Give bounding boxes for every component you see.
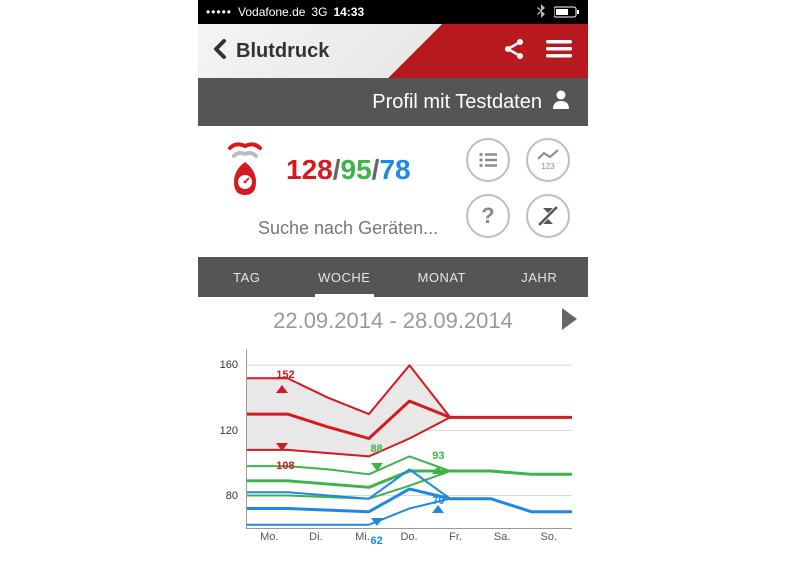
- chart-plot: 15210888936270: [246, 349, 572, 529]
- app-screen: ••••• Vodafone.de 3G 14:33 Blutdruck: [198, 0, 588, 587]
- tab-year-label: JAHR: [521, 270, 557, 285]
- sync-disabled-button[interactable]: [526, 194, 570, 238]
- x-tick-label: Mi.: [339, 531, 386, 549]
- tab-day[interactable]: TAG: [198, 257, 296, 297]
- tab-year[interactable]: JAHR: [491, 257, 589, 297]
- chart-arrow-marker: [276, 443, 288, 451]
- x-tick-label: Do.: [386, 531, 433, 549]
- date-range-text: 22.09.2014 - 28.09.2014: [273, 308, 513, 334]
- tab-week[interactable]: WOCHE: [296, 257, 394, 297]
- bloodpressure-icon: [216, 140, 274, 200]
- period-tabs: TAG WOCHE MONAT JAHR: [198, 257, 588, 297]
- chart-arrow-marker: [276, 385, 288, 393]
- status-left: ••••• Vodafone.de 3G 14:33: [206, 5, 364, 19]
- chart-svg: [247, 349, 572, 528]
- chart-arrow-marker: [371, 518, 383, 526]
- chart-arrow-marker: [371, 463, 383, 471]
- date-range-bar: 22.09.2014 - 28.09.2014: [198, 297, 588, 345]
- chart-annotation: 152: [276, 369, 294, 381]
- chart[interactable]: 80120160 15210888936270 Mo.Di.Mi.Do.Fr.S…: [210, 349, 576, 549]
- y-tick-label: 160: [220, 359, 238, 371]
- page-title: Blutdruck: [236, 40, 329, 63]
- tab-day-label: TAG: [233, 270, 260, 285]
- status-bar: ••••• Vodafone.de 3G 14:33: [198, 0, 588, 24]
- side-buttons: 123 ?: [466, 138, 570, 238]
- user-icon: [552, 89, 570, 115]
- tab-week-label: WOCHE: [318, 270, 370, 285]
- next-period-button[interactable]: [558, 305, 580, 338]
- bluetooth-icon: [536, 4, 546, 21]
- x-tick-label: Di.: [293, 531, 340, 549]
- y-axis-labels: 80 120 160: [210, 349, 242, 529]
- systolic-value: 128: [286, 154, 333, 185]
- svg-text:123: 123: [541, 162, 555, 171]
- chart-area: 80120160 15210888936270 Mo.Di.Mi.Do.Fr.S…: [198, 345, 588, 557]
- x-tick-label: Mo.: [246, 531, 293, 549]
- pulse-value: 78: [379, 154, 410, 185]
- x-tick-label: Sa.: [479, 531, 526, 549]
- chart-arrow-marker: [432, 466, 444, 474]
- tab-month[interactable]: MONAT: [393, 257, 491, 297]
- svg-text:?: ?: [481, 204, 494, 228]
- menu-button[interactable]: [546, 39, 572, 64]
- x-tick-label: So.: [525, 531, 572, 549]
- reading-values: 128/95/78: [286, 154, 411, 186]
- tab-month-label: MONAT: [418, 270, 466, 285]
- profile-label: Profil mit Testdaten: [372, 91, 542, 114]
- diastolic-value: 95: [341, 154, 372, 185]
- chart-annotation: 88: [371, 443, 383, 455]
- reading-panel: 128/95/78 Suche nach Geräten... 123 ?: [198, 126, 588, 257]
- app-header: Blutdruck: [198, 24, 588, 78]
- signal-dots-icon: •••••: [206, 5, 232, 19]
- separator1: /: [333, 154, 341, 185]
- battery-icon: [554, 6, 580, 18]
- chart-annotation: 108: [276, 460, 294, 472]
- y-tick-label: 120: [220, 425, 238, 437]
- list-button[interactable]: [466, 138, 510, 182]
- chart-annotation: 93: [432, 450, 444, 462]
- profile-bar[interactable]: Profil mit Testdaten: [198, 78, 588, 126]
- y-tick-label: 80: [226, 490, 238, 502]
- x-tick-label: Fr.: [432, 531, 479, 549]
- status-right: [536, 4, 580, 21]
- share-button[interactable]: [502, 37, 526, 66]
- help-button[interactable]: ?: [466, 194, 510, 238]
- chart-arrow-marker: [432, 505, 444, 513]
- network-label: 3G: [311, 5, 327, 19]
- x-axis-labels: Mo.Di.Mi.Do.Fr.Sa.So.: [246, 531, 572, 549]
- status-time: 14:33: [333, 5, 364, 19]
- back-button[interactable]: [212, 39, 226, 64]
- trend-button[interactable]: 123: [526, 138, 570, 182]
- carrier-label: Vodafone.de: [238, 5, 305, 19]
- header-actions: [502, 37, 588, 66]
